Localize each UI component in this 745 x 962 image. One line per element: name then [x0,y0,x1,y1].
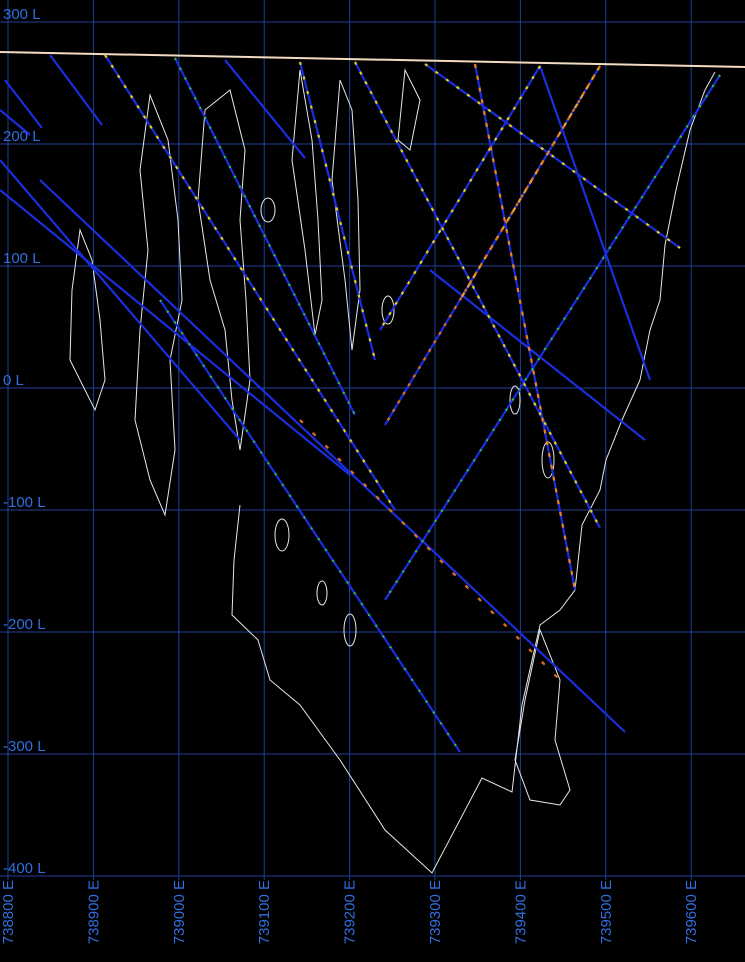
assay-intervals [104,54,721,753]
easting-label: 739500 E [598,880,615,944]
outline [514,628,571,806]
drill-hole [384,74,721,601]
outline [291,69,323,336]
level-label: -200 L [3,616,46,633]
drill-hole [0,159,241,441]
drill-hole [39,179,626,733]
easting-label: 738800 E [0,880,17,944]
level-label: 0 L [3,372,24,389]
outline [274,518,290,552]
drill-hole [159,299,461,753]
assay-interval [473,63,577,591]
drill-hole [379,65,541,331]
level-label: 100 L [3,250,41,267]
level-label: 300 L [3,6,41,23]
topography [0,51,745,68]
outline [260,197,276,223]
grid [0,0,745,880]
drill-hole [0,189,351,476]
easting-label: 739300 E [427,880,444,944]
outline [509,385,521,415]
easting-label: 739200 E [342,880,359,944]
outline [231,71,716,874]
easting-label: 739600 E [683,880,700,944]
outline [343,613,357,647]
assay-interval [459,65,601,301]
assay-interval [299,419,561,681]
easting-label: 738900 E [85,880,102,944]
outline [381,295,395,325]
outline [316,580,328,606]
assay-interval [174,57,356,416]
drill-hole [429,269,646,441]
drill-hole [4,79,43,129]
drill-hole [0,109,31,136]
outline [134,93,183,517]
labels: 300 L 200 L 100 L 0 L -100 L -200 L -300 L -400… [0,6,700,944]
easting-label: 739100 E [256,880,273,944]
assay-interval [424,63,681,249]
easting-label: 739000 E [171,880,188,944]
drill-hole [49,54,103,126]
outline [541,441,555,479]
level-label: -100 L [3,494,46,511]
level-label: -400 L [3,860,46,877]
drill-hole [224,59,306,159]
level-label: -300 L [3,738,46,755]
assay-interval [298,61,377,361]
drill-hole [538,65,652,381]
outline [197,89,251,451]
outline [397,68,421,151]
drill-hole [354,61,601,529]
drill-hole [104,54,396,511]
level-label: 200 L [3,128,41,145]
easting-label: 739400 E [512,880,529,944]
